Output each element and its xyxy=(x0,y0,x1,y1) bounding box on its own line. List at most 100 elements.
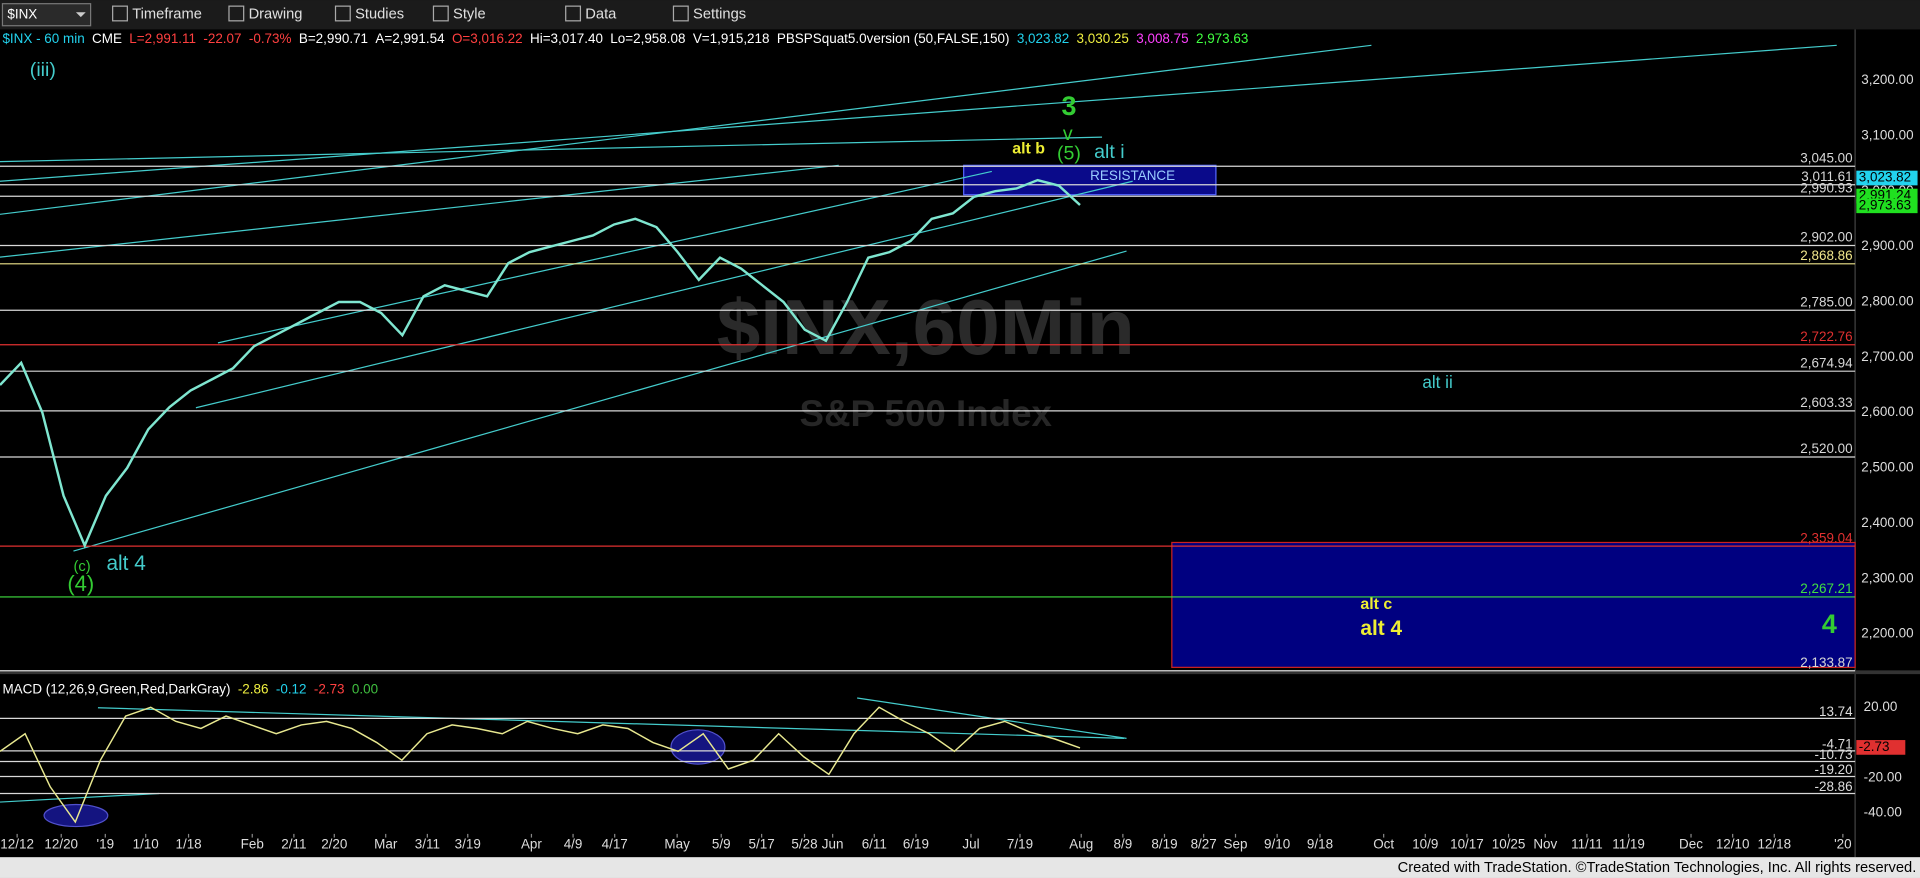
y-tick-label: 3,200.00 xyxy=(1861,72,1913,87)
symbol[interactable]: $INX xyxy=(7,6,37,21)
y-tick-label: 2,700.00 xyxy=(1861,349,1913,364)
price-tag-label: 2,973.63 xyxy=(1859,197,1911,212)
time-label: Feb xyxy=(241,836,264,851)
y-tick-label: 2,400.00 xyxy=(1861,515,1913,530)
header-item: B=2,990.71 xyxy=(299,31,368,46)
time-label: 5/17 xyxy=(749,836,775,851)
wave-label: 4 xyxy=(1822,609,1837,639)
y-tick-label: 2,200.00 xyxy=(1861,626,1913,641)
target-box xyxy=(1171,541,1856,668)
header-item: 3,023.82 xyxy=(1017,31,1069,46)
symbol-box[interactable] xyxy=(1,3,92,27)
header-item: -0.12 xyxy=(276,681,307,696)
dropdown-icon xyxy=(75,12,86,18)
y-tick-label: 2,900.00 xyxy=(1861,238,1913,253)
wave-label: alt 4 xyxy=(106,552,145,575)
level-label: 2,722.76 xyxy=(1800,329,1852,344)
time-label: 8/9 xyxy=(1114,836,1133,851)
toolbar-button[interactable]: Timeframe xyxy=(132,7,202,23)
time-label: 5/28 xyxy=(791,836,817,851)
time-label: 11/11 xyxy=(1571,836,1603,851)
header-item: V=1,915,218 xyxy=(693,31,770,46)
time-label: Jun xyxy=(822,836,844,851)
y-tick-label: 2,600.00 xyxy=(1861,404,1913,419)
header-item: Lo=2,958.08 xyxy=(610,31,685,46)
time-label: 2/11 xyxy=(281,836,306,851)
price-tag xyxy=(1856,198,1918,214)
time-label: Aug xyxy=(1069,836,1093,851)
level-label: 3,045.00 xyxy=(1800,151,1852,166)
toolbar-icon xyxy=(334,5,351,22)
header-item: A=2,991.54 xyxy=(375,31,445,46)
watermark-sub: S&P 500 Index xyxy=(800,393,1053,434)
time-label: 9/10 xyxy=(1264,836,1290,851)
y-tick-label: 2,500.00 xyxy=(1861,460,1913,475)
time-label: Nov xyxy=(1533,836,1557,851)
level-label: 2,868.86 xyxy=(1800,248,1852,263)
footer: Created with TradeStation. ©TradeStation… xyxy=(1398,860,1917,876)
time-label: 9/18 xyxy=(1307,836,1333,851)
time-label: 3/11 xyxy=(415,836,440,851)
time-label: 10/17 xyxy=(1450,836,1484,851)
time-label: 7/19 xyxy=(1007,836,1033,851)
header-item: O=3,016.22 xyxy=(452,31,523,46)
y-tick-label: 20.00 xyxy=(1864,699,1898,714)
time-label: Sep xyxy=(1224,836,1248,851)
time-label: 8/19 xyxy=(1151,836,1177,851)
header-item: PBSPSquat5.0version (50,FALSE,150) xyxy=(777,31,1010,46)
level-label: 3,011.61 xyxy=(1801,169,1852,184)
time-label: 12/10 xyxy=(1716,836,1750,851)
toolbar-button[interactable]: Settings xyxy=(693,7,746,23)
level-label: 2,267.21 xyxy=(1800,581,1852,596)
time-label: 3/19 xyxy=(455,836,481,851)
time-label: Dec xyxy=(1679,836,1703,851)
price-tag-label: 3,023.82 xyxy=(1859,170,1911,185)
time-label: 12/12 xyxy=(0,836,34,851)
price-line xyxy=(0,178,1081,549)
toolbar-button[interactable]: Style xyxy=(453,7,486,23)
header-item: $INX - 60 min xyxy=(2,31,84,46)
level-label: 13.74 xyxy=(1819,704,1853,719)
wave-label: (4) xyxy=(67,571,94,596)
level-label: 2,902.00 xyxy=(1800,230,1852,245)
time-label: 6/11 xyxy=(862,836,887,851)
toolbar-button[interactable]: Data xyxy=(585,7,617,23)
time-label: Apr xyxy=(521,836,542,851)
time-label: 10/25 xyxy=(1492,836,1526,851)
header-item: -2.73 xyxy=(314,681,345,696)
toolbar-button[interactable]: Studies xyxy=(355,7,404,23)
wave-label: 3 xyxy=(1061,91,1076,121)
time-label: 12/20 xyxy=(44,836,78,851)
watermark: $INX,60Min xyxy=(717,283,1135,371)
time-label: 12/18 xyxy=(1757,836,1791,851)
level-label: 2,603.33 xyxy=(1800,395,1852,410)
header-item: 2,973.63 xyxy=(1196,31,1248,46)
highlight-ellipse xyxy=(670,729,726,765)
macd-tag-label: -2.73 xyxy=(1859,739,1890,754)
toolbar-icon xyxy=(112,5,128,22)
toolbar-button[interactable]: Drawing xyxy=(249,7,303,23)
toolbar-icon xyxy=(672,5,689,22)
y-tick-label: -20.00 xyxy=(1864,769,1902,784)
level-label: 2,990.93 xyxy=(1800,180,1852,195)
wave-label: alt ii xyxy=(1422,372,1452,392)
wave-label: v xyxy=(1063,123,1073,145)
header-item: -22.07 xyxy=(203,31,241,46)
toolbar xyxy=(0,0,1920,30)
wave-label: (iii) xyxy=(30,59,56,81)
header-item: 0.00 xyxy=(352,681,378,696)
time-label: 4/9 xyxy=(564,836,583,851)
header-item: 3,030.25 xyxy=(1077,31,1129,46)
trend-lines xyxy=(0,44,1837,803)
time-label: 1/10 xyxy=(133,836,159,851)
level-label: -4.71 xyxy=(1822,736,1853,751)
time-label: 11/19 xyxy=(1612,836,1645,851)
level-label: 2,359.04 xyxy=(1800,530,1853,545)
time-label: 10/9 xyxy=(1412,836,1438,851)
toolbar-icon xyxy=(228,5,245,22)
time-label: Oct xyxy=(1373,836,1394,851)
time-label: 6/19 xyxy=(903,836,929,851)
